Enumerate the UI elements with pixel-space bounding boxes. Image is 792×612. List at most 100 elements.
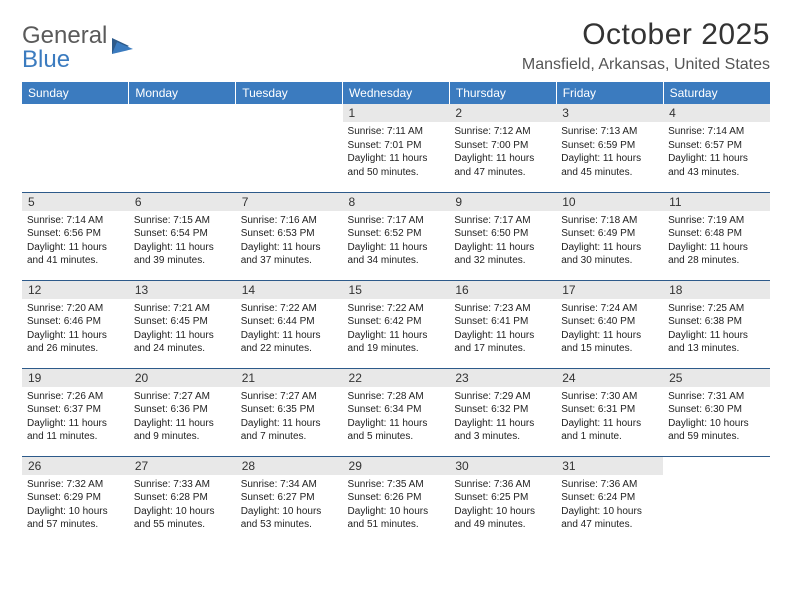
daylight-text: Daylight: 11 hours and 1 minute. [561, 417, 658, 444]
calendar-week-row: 12Sunrise: 7:20 AMSunset: 6:46 PMDayligh… [22, 280, 770, 368]
sunrise-text: Sunrise: 7:17 AM [454, 214, 551, 228]
daylight-text: Daylight: 11 hours and 19 minutes. [348, 329, 445, 356]
day-number: 20 [129, 369, 236, 387]
day-number: 8 [343, 193, 450, 211]
day-details: Sunrise: 7:17 AMSunset: 6:50 PMDaylight:… [449, 211, 556, 272]
calendar-day-cell: 12Sunrise: 7:20 AMSunset: 6:46 PMDayligh… [22, 280, 129, 368]
calendar-day-cell: 20Sunrise: 7:27 AMSunset: 6:36 PMDayligh… [129, 368, 236, 456]
day-number: 5 [22, 193, 129, 211]
calendar-day-cell: 17Sunrise: 7:24 AMSunset: 6:40 PMDayligh… [556, 280, 663, 368]
day-details: Sunrise: 7:14 AMSunset: 6:57 PMDaylight:… [663, 122, 770, 183]
daylight-text: Daylight: 11 hours and 9 minutes. [134, 417, 231, 444]
calendar-day-cell: 4Sunrise: 7:14 AMSunset: 6:57 PMDaylight… [663, 104, 770, 192]
daylight-text: Daylight: 11 hours and 24 minutes. [134, 329, 231, 356]
sunset-text: Sunset: 6:32 PM [454, 403, 551, 417]
header: General Blue October 2025 Mansfield, Ark… [22, 18, 770, 74]
daylight-text: Daylight: 10 hours and 57 minutes. [27, 505, 124, 532]
sunset-text: Sunset: 6:44 PM [241, 315, 338, 329]
sunrise-text: Sunrise: 7:11 AM [348, 125, 445, 139]
day-details: Sunrise: 7:28 AMSunset: 6:34 PMDaylight:… [343, 387, 450, 448]
calendar-day-cell: 19Sunrise: 7:26 AMSunset: 6:37 PMDayligh… [22, 368, 129, 456]
weekday-header: Thursday [449, 82, 556, 104]
daylight-text: Daylight: 11 hours and 32 minutes. [454, 241, 551, 268]
sunrise-text: Sunrise: 7:17 AM [348, 214, 445, 228]
day-number: 9 [449, 193, 556, 211]
sunset-text: Sunset: 6:26 PM [348, 491, 445, 505]
day-details: Sunrise: 7:32 AMSunset: 6:29 PMDaylight:… [22, 475, 129, 536]
calendar-day-cell: 26Sunrise: 7:32 AMSunset: 6:29 PMDayligh… [22, 456, 129, 544]
calendar-day-cell: 11Sunrise: 7:19 AMSunset: 6:48 PMDayligh… [663, 192, 770, 280]
daylight-text: Daylight: 11 hours and 37 minutes. [241, 241, 338, 268]
weekday-header: Tuesday [236, 82, 343, 104]
sunrise-text: Sunrise: 7:16 AM [241, 214, 338, 228]
day-details: Sunrise: 7:14 AMSunset: 6:56 PMDaylight:… [22, 211, 129, 272]
calendar-body: 1Sunrise: 7:11 AMSunset: 7:01 PMDaylight… [22, 104, 770, 544]
day-number [663, 457, 770, 475]
calendar-table: SundayMondayTuesdayWednesdayThursdayFrid… [22, 82, 770, 544]
day-details: Sunrise: 7:18 AMSunset: 6:49 PMDaylight:… [556, 211, 663, 272]
day-details: Sunrise: 7:27 AMSunset: 6:35 PMDaylight:… [236, 387, 343, 448]
sunrise-text: Sunrise: 7:22 AM [241, 302, 338, 316]
sunrise-text: Sunrise: 7:28 AM [348, 390, 445, 404]
daylight-text: Daylight: 11 hours and 43 minutes. [668, 152, 765, 179]
day-details: Sunrise: 7:29 AMSunset: 6:32 PMDaylight:… [449, 387, 556, 448]
calendar-week-row: 26Sunrise: 7:32 AMSunset: 6:29 PMDayligh… [22, 456, 770, 544]
title-block: October 2025 Mansfield, Arkansas, United… [522, 18, 770, 74]
sunset-text: Sunset: 6:56 PM [27, 227, 124, 241]
day-number: 6 [129, 193, 236, 211]
calendar-day-cell: 6Sunrise: 7:15 AMSunset: 6:54 PMDaylight… [129, 192, 236, 280]
daylight-text: Daylight: 10 hours and 49 minutes. [454, 505, 551, 532]
day-number: 22 [343, 369, 450, 387]
day-details: Sunrise: 7:22 AMSunset: 6:42 PMDaylight:… [343, 299, 450, 360]
sunset-text: Sunset: 6:40 PM [561, 315, 658, 329]
calendar-day-cell: 5Sunrise: 7:14 AMSunset: 6:56 PMDaylight… [22, 192, 129, 280]
daylight-text: Daylight: 11 hours and 28 minutes. [668, 241, 765, 268]
day-details: Sunrise: 7:16 AMSunset: 6:53 PMDaylight:… [236, 211, 343, 272]
day-details: Sunrise: 7:11 AMSunset: 7:01 PMDaylight:… [343, 122, 450, 183]
calendar-day-cell: 27Sunrise: 7:33 AMSunset: 6:28 PMDayligh… [129, 456, 236, 544]
day-details: Sunrise: 7:20 AMSunset: 6:46 PMDaylight:… [22, 299, 129, 360]
calendar-day-cell: 14 Sunrise: 7:22 AMSunset: 6:44 PMDayligh… [236, 280, 343, 368]
daylight-text: Daylight: 10 hours and 55 minutes. [134, 505, 231, 532]
location: Mansfield, Arkansas, United States [522, 56, 770, 74]
sunrise-text: Sunrise: 7:12 AM [454, 125, 551, 139]
day-number [22, 104, 129, 122]
daylight-text: Daylight: 11 hours and 39 minutes. [134, 241, 231, 268]
calendar-day-cell [663, 456, 770, 544]
day-number [129, 104, 236, 122]
sunset-text: Sunset: 6:35 PM [241, 403, 338, 417]
daylight-text: Daylight: 11 hours and 22 minutes. [241, 329, 338, 356]
sunset-text: Sunset: 6:49 PM [561, 227, 658, 241]
day-details: Sunrise: 7:24 AMSunset: 6:40 PMDaylight:… [556, 299, 663, 360]
sunset-text: Sunset: 6:42 PM [348, 315, 445, 329]
day-details: Sunrise: 7:17 AMSunset: 6:52 PMDaylight:… [343, 211, 450, 272]
day-number: 11 [663, 193, 770, 211]
sunrise-text: Sunrise: 7:14 AM [668, 125, 765, 139]
weekday-header: Wednesday [343, 82, 450, 104]
sunset-text: Sunset: 6:53 PM [241, 227, 338, 241]
sunset-text: Sunset: 7:00 PM [454, 139, 551, 153]
sunrise-text: Sunrise: 7:21 AM [134, 302, 231, 316]
weekday-header: Sunday [22, 82, 129, 104]
day-number: 14 [236, 281, 343, 299]
day-details: Sunrise: 7:21 AMSunset: 6:45 PMDaylight:… [129, 299, 236, 360]
sunrise-text: Sunrise: 7:26 AM [27, 390, 124, 404]
calendar-day-cell: 3Sunrise: 7:13 AMSunset: 6:59 PMDaylight… [556, 104, 663, 192]
day-number: 18 [663, 281, 770, 299]
daylight-text: Daylight: 10 hours and 53 minutes. [241, 505, 338, 532]
sunset-text: Sunset: 6:48 PM [668, 227, 765, 241]
daylight-text: Daylight: 11 hours and 34 minutes. [348, 241, 445, 268]
logo: General Blue [22, 24, 137, 72]
sunset-text: Sunset: 6:30 PM [668, 403, 765, 417]
sunset-text: Sunset: 6:38 PM [668, 315, 765, 329]
day-details: Sunrise: 7:31 AMSunset: 6:30 PMDaylight:… [663, 387, 770, 448]
sunrise-text: Sunrise: 7:23 AM [454, 302, 551, 316]
sunrise-text: Sunrise: 7:18 AM [561, 214, 658, 228]
day-details: Sunrise: 7:36 AMSunset: 6:24 PMDaylight:… [556, 475, 663, 536]
logo-text: General Blue [22, 24, 107, 72]
sunset-text: Sunset: 6:45 PM [134, 315, 231, 329]
daylight-text: Daylight: 11 hours and 3 minutes. [454, 417, 551, 444]
sunset-text: Sunset: 6:29 PM [27, 491, 124, 505]
day-number: 13 [129, 281, 236, 299]
daylight-text: Daylight: 10 hours and 51 minutes. [348, 505, 445, 532]
